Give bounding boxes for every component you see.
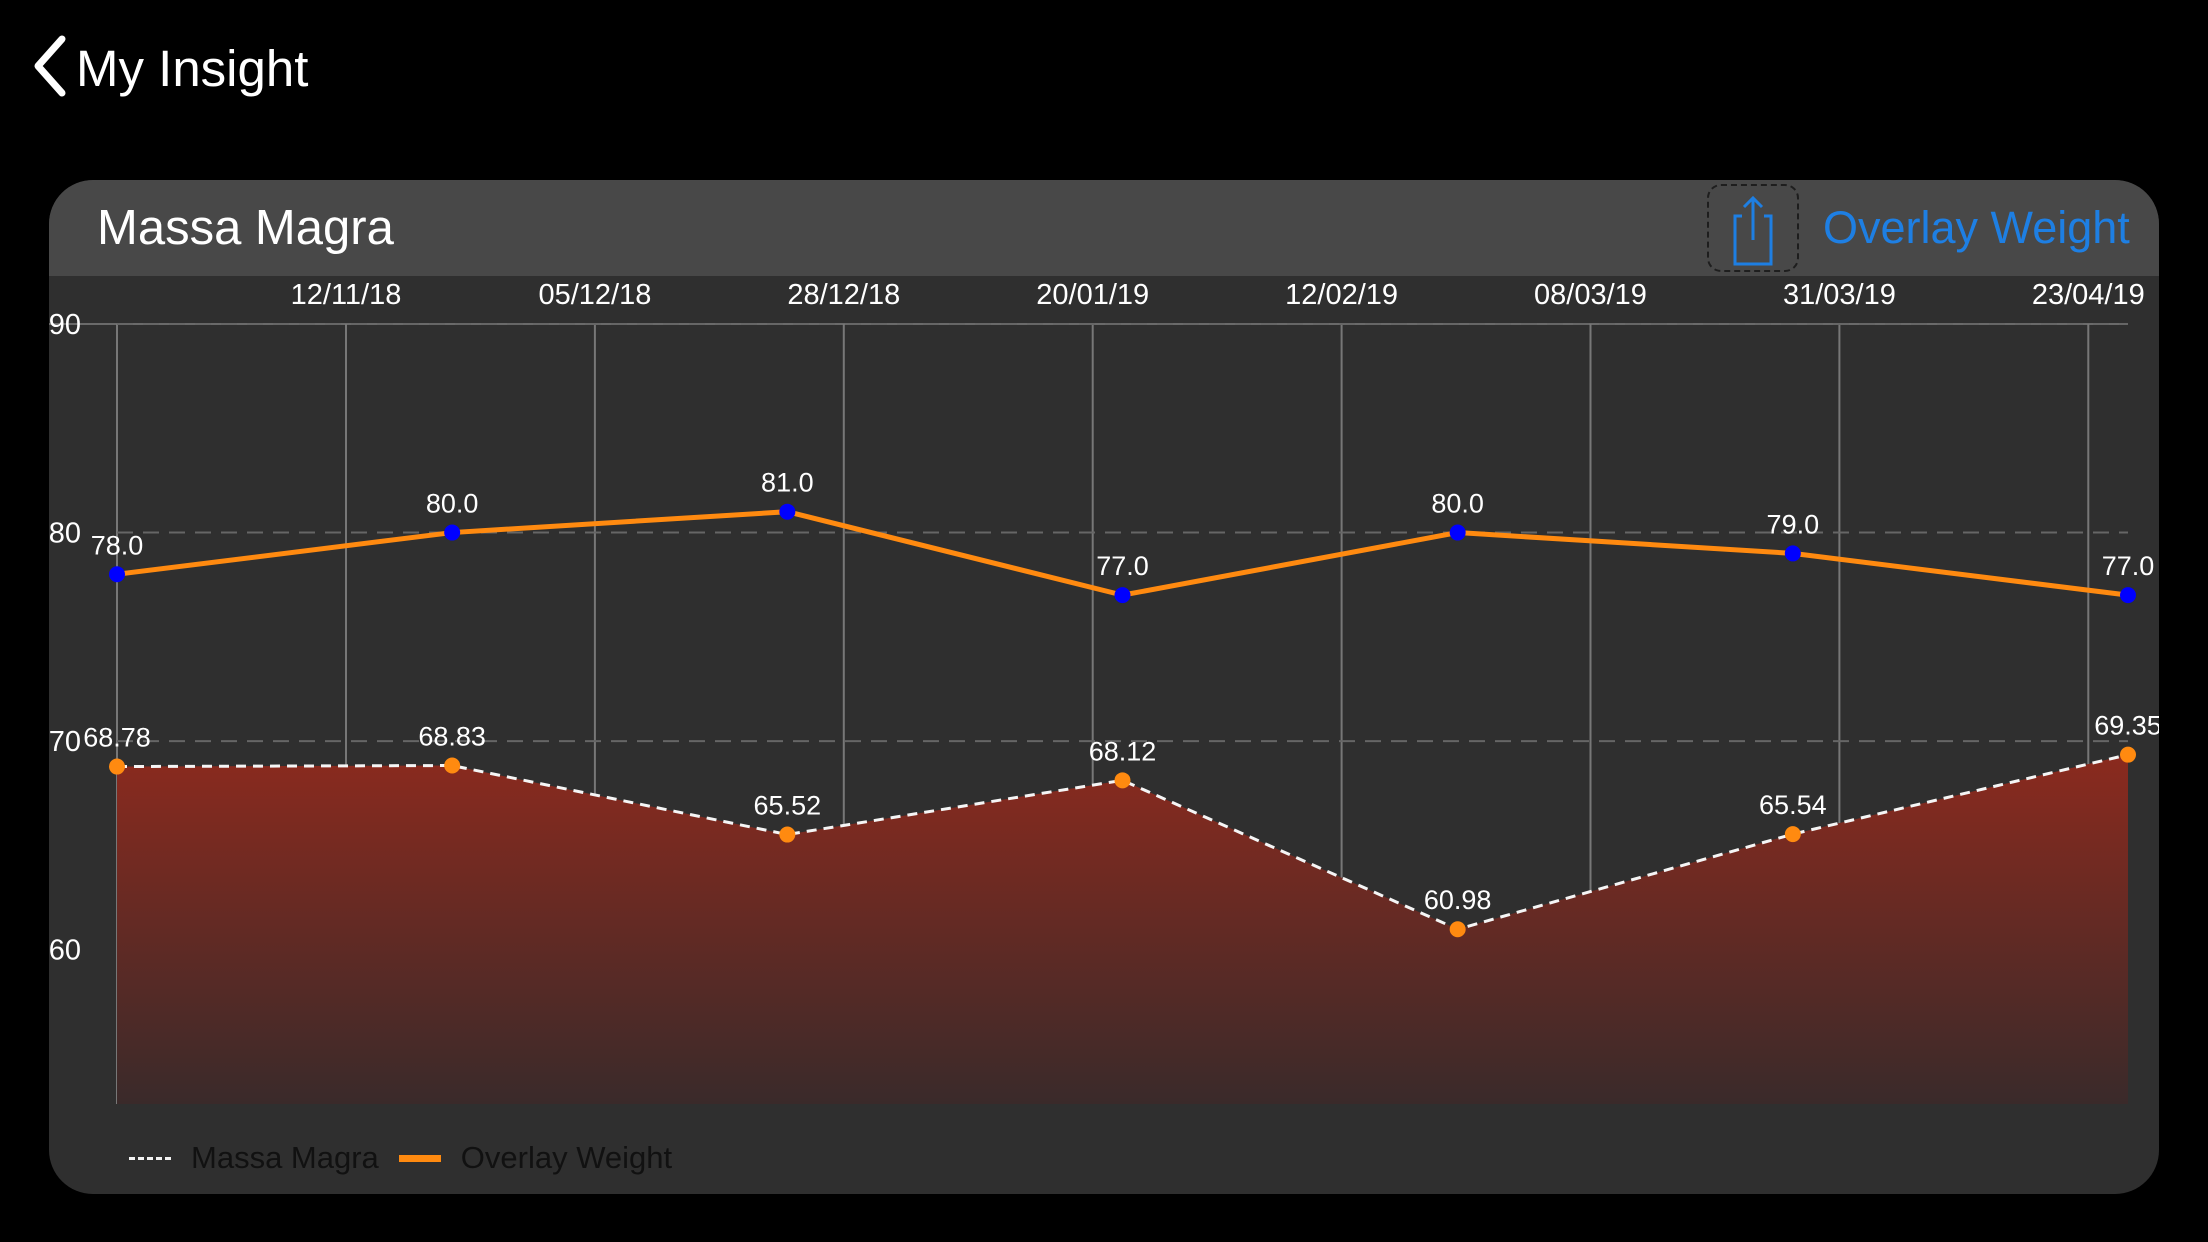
legend-swatch-solid [398,1154,441,1162]
y-tick-label: 90 [49,309,81,341]
x-tick-label: 05/12/18 [538,279,651,311]
legend-label-overlay-weight: Overlay Weight [460,1140,673,1175]
card-title: Massa Magra [97,201,394,255]
overlay-weight-value-label: 78.0 [91,530,144,560]
x-tick-label: 31/03/19 [1783,279,1896,311]
x-tick-label: 12/11/18 [291,279,402,311]
legend-label-massa-magra: Massa Magra [191,1140,379,1175]
x-tick-label: 28/12/18 [787,279,900,311]
x-tick-label: 20/01/19 [1036,279,1149,311]
y-tick-label: 60 [49,935,81,967]
overlay-weight-point [779,503,796,520]
massa-magra-value-label: 68.83 [418,722,486,752]
massa-magra-point [1114,772,1131,789]
y-tick-label: 70 [49,726,81,758]
massa-magra-point [1784,826,1801,843]
chevron-left-icon [30,35,70,102]
overlay-weight-button[interactable]: Overlay Weight [1823,202,2130,253]
overlay-weight-point [109,566,125,583]
overlay-weight-value-label: 81.0 [761,468,814,498]
x-tick-label: 08/03/19 [1534,279,1647,311]
massa-magra-value-label: 68.12 [1089,736,1157,766]
overlay-weight-point [1114,587,1131,604]
chart-card: Massa Magra Overlay Weight 12/11/18 05/12… [49,180,2159,1194]
massa-magra-value-label: 65.52 [754,791,822,821]
back-label: My Insight [76,39,309,97]
massa-magra-value-label: 69.35 [2094,711,2159,741]
x-tick-label: 23/04/19 [2032,279,2145,311]
chart-legend: Massa Magra Overlay Weight [129,1138,692,1178]
overlay-weight-point [444,524,461,541]
card-header [49,180,2159,276]
share-button[interactable] [1707,184,1799,272]
y-tick-label: 80 [49,518,81,550]
overlay-weight-value-label: 80.0 [426,489,479,519]
overlay-weight-value-label: 80.0 [1431,489,1484,519]
massa-magra-point [2120,746,2136,763]
legend-item-overlay-weight: Overlay Weight [398,1140,673,1176]
legend-swatch-dashed [129,1156,171,1160]
massa-magra-point [444,757,461,774]
legend-item-massa-magra: Massa Magra [129,1140,379,1176]
massa-magra-value-label: 65.54 [1759,790,1827,820]
overlay-weight-point [2120,587,2136,604]
overlay-weight-value-label: 77.0 [2102,551,2155,581]
massa-magra-area [117,754,2128,1104]
line-chart: 12/11/18 05/12/18 28/12/18 20/01/19 12/02/19… [49,279,2159,1104]
x-tick-label: 12/02/19 [1285,279,1398,311]
share-icon [1709,195,1797,274]
overlay-weight-value-label: 77.0 [1096,551,1149,581]
massa-magra-point [1449,921,1466,938]
overlay-weight-point [1449,524,1466,541]
massa-magra-value-label: 60.98 [1424,885,1492,915]
overlay-weight-value-label: 79.0 [1767,509,1820,539]
massa-magra-value-label: 68.78 [83,723,151,753]
massa-magra-point [779,826,796,843]
overlay-weight-point [1784,545,1801,562]
massa-magra-point [109,758,125,775]
back-button[interactable]: My Insight [30,32,308,104]
